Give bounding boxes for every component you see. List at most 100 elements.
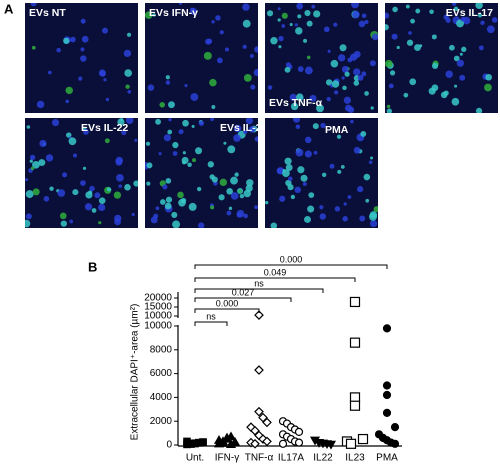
cell [172, 151, 178, 156]
significance-bracket [194, 288, 324, 293]
cell [296, 93, 304, 101]
cell [347, 106, 355, 113]
cell [360, 131, 367, 137]
cell [339, 44, 347, 52]
cell [386, 108, 393, 113]
cell [266, 10, 274, 17]
data-point [349, 400, 361, 411]
cell [224, 47, 229, 52]
cell [146, 162, 153, 169]
cell [341, 76, 345, 80]
cell [127, 90, 132, 94]
cell [94, 192, 101, 199]
cell [150, 216, 158, 224]
cell [65, 132, 72, 138]
cell [254, 136, 258, 142]
cell [477, 13, 483, 18]
cell [198, 222, 205, 228]
significance-label: ns [206, 311, 216, 321]
cell [36, 100, 45, 109]
data-point [250, 438, 260, 449]
cell [313, 10, 321, 18]
cell [207, 161, 215, 168]
cell [456, 19, 464, 28]
panel-label: B [88, 259, 97, 274]
cell [249, 54, 254, 58]
cell [419, 44, 423, 48]
x-tick-label: PMA [376, 453, 398, 464]
cell [146, 181, 151, 186]
data-point [382, 381, 392, 390]
cell [178, 129, 184, 135]
cell [32, 160, 40, 169]
cell [454, 84, 458, 88]
cell [219, 30, 224, 35]
cell [80, 55, 87, 62]
data-point [213, 435, 225, 444]
cell [233, 124, 242, 133]
cell [475, 107, 483, 113]
cell [104, 138, 110, 144]
cell [341, 65, 349, 73]
cell [344, 71, 350, 77]
significance-bracket [194, 308, 260, 313]
cell [353, 68, 361, 76]
cell [485, 73, 492, 81]
cell [238, 189, 242, 193]
data-point [349, 337, 361, 348]
cell [182, 160, 186, 165]
cell [295, 27, 303, 35]
image-label: EVs IL-23 [220, 122, 267, 134]
cell [357, 186, 364, 193]
cell [254, 205, 258, 210]
x-tick-label: IL23 [345, 453, 365, 464]
cell [409, 78, 417, 86]
data-point [278, 439, 288, 448]
y-tick-label: 20000 [144, 293, 172, 304]
cell [49, 186, 54, 191]
cell [293, 118, 301, 123]
data-point [294, 438, 304, 447]
cell [358, 20, 366, 28]
cell [396, 45, 400, 50]
cell [134, 138, 138, 142]
cell [303, 215, 311, 223]
cell [211, 176, 218, 183]
cell [368, 160, 373, 165]
cell [80, 180, 86, 186]
cell [361, 13, 367, 19]
cell [179, 3, 183, 5]
cell [461, 46, 467, 52]
cell [133, 180, 138, 187]
micrograph [25, 3, 138, 113]
cell [147, 84, 155, 91]
cell [364, 19, 369, 25]
data-point [199, 438, 207, 447]
cell [351, 3, 360, 9]
cell [373, 206, 378, 213]
cell [405, 4, 410, 9]
cell [342, 85, 347, 91]
cell [243, 129, 248, 135]
cell [91, 208, 97, 213]
cell [164, 202, 172, 210]
cell [392, 6, 398, 13]
cell [289, 93, 297, 101]
cell [388, 83, 394, 89]
cell [72, 189, 79, 196]
cell [297, 14, 302, 19]
cell [25, 178, 29, 182]
cell [162, 184, 168, 190]
cell [242, 3, 250, 11]
cell [246, 179, 254, 187]
cell [190, 93, 199, 101]
cell [25, 190, 34, 198]
cell [285, 164, 293, 171]
cell [123, 49, 132, 58]
cell [491, 17, 498, 23]
x-tick-label: TNF-α [245, 453, 274, 464]
cell [165, 75, 170, 80]
cell [478, 45, 484, 51]
cell [484, 83, 492, 92]
data-point [382, 324, 392, 333]
